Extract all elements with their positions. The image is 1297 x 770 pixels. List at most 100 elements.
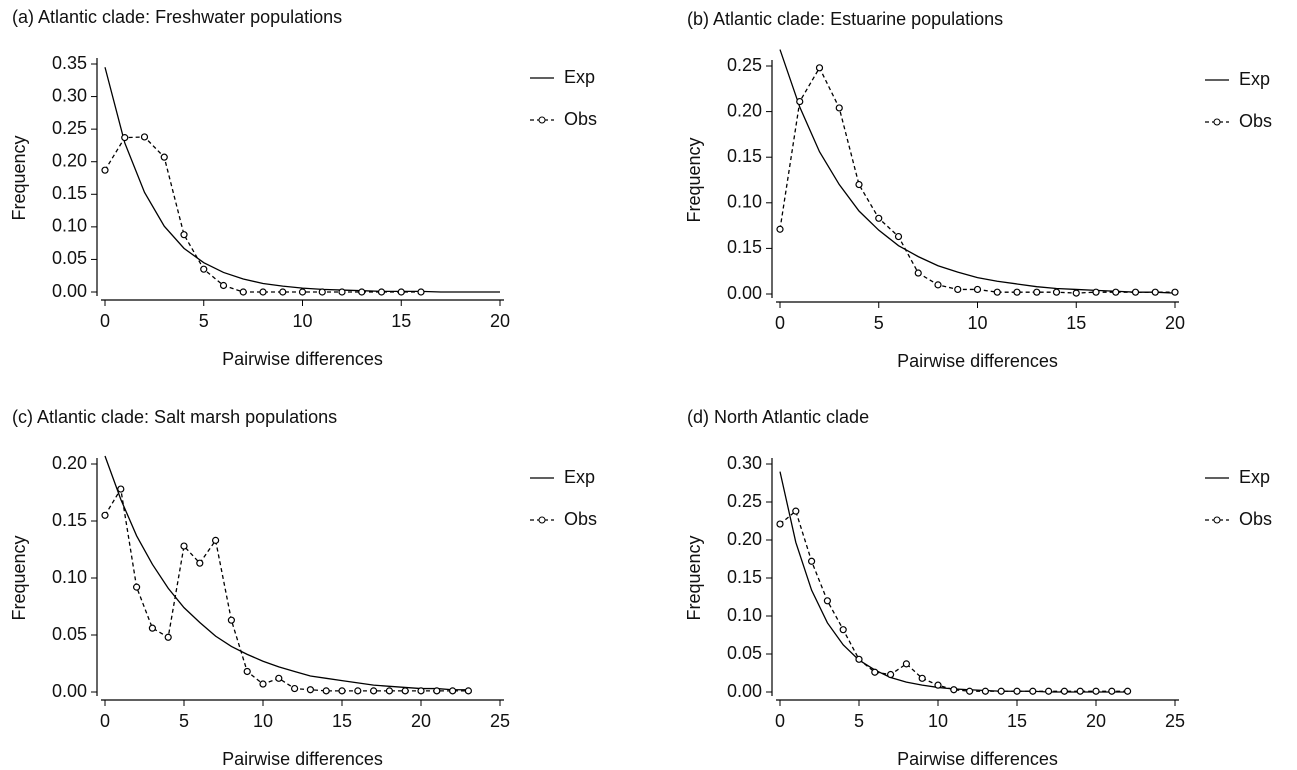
data-point xyxy=(212,536,220,544)
y-tick-label: 0.25 xyxy=(727,55,762,75)
series-line xyxy=(104,136,421,293)
legend-marker xyxy=(538,516,546,524)
y-axis-label: Frequency xyxy=(684,137,704,222)
data-point xyxy=(997,687,1005,695)
data-point xyxy=(279,288,287,296)
data-point xyxy=(227,616,235,624)
data-point xyxy=(338,288,346,296)
legend-label: Obs xyxy=(1239,111,1272,131)
data-point xyxy=(433,687,441,695)
y-tick-label: 0.20 xyxy=(52,150,87,170)
data-point xyxy=(1072,289,1080,297)
data-point xyxy=(1151,288,1159,296)
data-point xyxy=(839,626,847,634)
x-tick-label: 20 xyxy=(490,311,510,331)
data-point xyxy=(101,511,109,519)
data-point xyxy=(180,542,188,550)
legend-label: Obs xyxy=(564,509,597,529)
x-tick-label: 5 xyxy=(179,711,189,731)
y-tick-label: 0.10 xyxy=(727,605,762,625)
y-tick-label: 0.00 xyxy=(52,281,87,301)
y-tick-label: 0.30 xyxy=(727,453,762,473)
data-point xyxy=(464,687,472,695)
x-tick-label: 10 xyxy=(292,311,312,331)
data-point xyxy=(808,557,816,565)
data-point xyxy=(835,104,843,112)
data-point xyxy=(871,668,879,676)
panel: (a) Atlantic clade: Freshwater populatio… xyxy=(9,7,597,369)
data-point xyxy=(1060,687,1068,695)
legend-label: Exp xyxy=(564,467,595,487)
data-point xyxy=(966,687,974,695)
data-point xyxy=(370,687,378,695)
x-tick-label: 15 xyxy=(391,311,411,331)
data-point xyxy=(101,166,109,174)
data-point xyxy=(1076,687,1084,695)
x-tick-label: 25 xyxy=(490,711,510,731)
panel: (b) Atlantic clade: Estuarine population… xyxy=(684,9,1272,371)
data-point xyxy=(160,153,168,161)
data-point xyxy=(855,180,863,189)
y-axis-label: Frequency xyxy=(684,535,704,620)
data-point xyxy=(259,288,267,296)
data-point xyxy=(875,214,883,222)
y-tick-label: 0.05 xyxy=(52,248,87,268)
data-point xyxy=(1013,288,1021,296)
legend-marker xyxy=(1213,118,1221,126)
x-tick-label: 5 xyxy=(874,313,884,333)
data-point xyxy=(815,64,824,72)
y-tick-label: 0.05 xyxy=(727,643,762,663)
data-point xyxy=(934,281,942,289)
data-point xyxy=(902,660,910,668)
x-axis-label: Pairwise differences xyxy=(897,351,1058,371)
y-tick-label: 0.15 xyxy=(727,146,762,166)
data-point xyxy=(796,97,804,106)
y-tick-label: 0.15 xyxy=(727,567,762,587)
x-tick-label: 5 xyxy=(199,311,209,331)
data-point xyxy=(894,232,903,241)
x-tick-label: 10 xyxy=(928,711,948,731)
data-point xyxy=(1045,687,1053,695)
data-point xyxy=(776,225,784,233)
y-tick-label: 0.35 xyxy=(52,53,87,73)
data-point xyxy=(1108,687,1116,695)
data-point xyxy=(1052,288,1061,296)
data-point xyxy=(121,134,129,142)
legend-label: Obs xyxy=(564,109,597,129)
x-axis-label: Pairwise differences xyxy=(222,749,383,769)
chart-title: (c) Atlantic clade: Salt marsh populatio… xyxy=(12,407,337,427)
data-point xyxy=(776,520,784,528)
x-tick-label: 5 xyxy=(854,711,864,731)
series-line xyxy=(104,487,469,692)
data-point xyxy=(243,667,251,676)
x-tick-label: 25 xyxy=(1165,711,1185,731)
data-point xyxy=(417,288,425,296)
data-point xyxy=(196,559,204,567)
data-point xyxy=(148,624,156,632)
legend-marker xyxy=(538,116,546,124)
y-tick-label: 0.15 xyxy=(52,510,87,530)
y-tick-label: 0.25 xyxy=(727,491,762,511)
x-axis-label: Pairwise differences xyxy=(897,749,1058,769)
data-point xyxy=(338,687,346,695)
y-tick-label: 0.00 xyxy=(52,681,87,701)
chart-title: (d) North Atlantic clade xyxy=(687,407,869,427)
data-point xyxy=(397,288,405,296)
y-tick-label: 0.15 xyxy=(727,237,762,257)
data-point xyxy=(934,681,942,689)
data-point xyxy=(140,133,149,141)
data-point xyxy=(354,687,362,695)
series-line xyxy=(779,510,1128,692)
data-point xyxy=(1171,288,1179,296)
data-point xyxy=(275,674,283,682)
y-tick-label: 0.10 xyxy=(52,567,87,587)
y-tick-label: 0.10 xyxy=(727,192,762,212)
data-point xyxy=(823,597,831,605)
x-tick-label: 0 xyxy=(775,711,785,731)
x-tick-label: 15 xyxy=(1007,711,1027,731)
x-tick-label: 20 xyxy=(1086,711,1106,731)
y-axis-label: Frequency xyxy=(9,535,29,620)
x-tick-label: 15 xyxy=(332,711,352,731)
x-axis-label: Pairwise differences xyxy=(222,349,383,369)
data-point xyxy=(1124,687,1132,695)
